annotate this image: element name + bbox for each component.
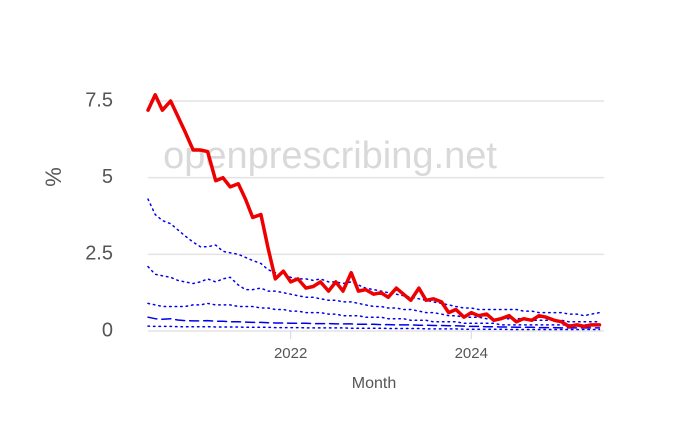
series-line — [147, 302, 601, 326]
series-line — [147, 325, 601, 331]
plot-lines — [146, 93, 602, 331]
y-tick-label: 0 — [102, 319, 113, 341]
series-line — [147, 316, 601, 329]
x-axis-title: Month — [352, 375, 396, 392]
y-axis-title: % — [41, 167, 66, 187]
x-tick-label: 2024 — [455, 345, 488, 362]
watermark: openprescribing.net — [163, 135, 497, 177]
series-line — [147, 198, 601, 317]
series-line — [146, 93, 602, 329]
x-tick-label: 2022 — [274, 345, 307, 362]
y-tick-label: 5 — [102, 166, 113, 188]
y-tick-label: 2.5 — [85, 243, 113, 265]
y-tick-label: 7.5 — [85, 89, 113, 111]
